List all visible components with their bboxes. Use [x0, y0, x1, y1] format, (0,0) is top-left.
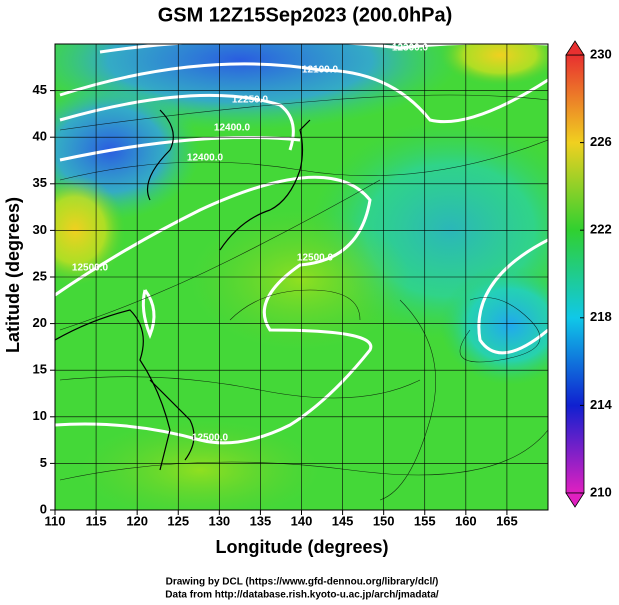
- colorbar-tick-label: 222: [590, 222, 612, 237]
- y-tick-label: 5: [40, 455, 47, 470]
- colorbar-extend-top: [565, 40, 585, 56]
- y-tick-label: 10: [33, 408, 47, 423]
- x-tick-label: 145: [332, 513, 354, 528]
- x-tick-label: 120: [126, 513, 148, 528]
- y-tick-label: 30: [33, 222, 47, 237]
- y-tick-label: 40: [33, 129, 47, 144]
- y-tick-label: 45: [33, 82, 47, 97]
- y-tick-label: 20: [33, 315, 47, 330]
- y-axis-label: Latitude (degrees): [3, 197, 23, 353]
- contour-label: 12250.0: [232, 95, 269, 106]
- contour-label: 12400.0: [187, 153, 224, 164]
- contour-label: 12500.0: [297, 253, 334, 264]
- contour-label: 12300.0: [392, 43, 429, 54]
- x-tick-label: 160: [455, 513, 477, 528]
- x-axis-label: Longitude (degrees): [215, 537, 388, 557]
- colorbar-tick-label: 218: [590, 309, 612, 324]
- x-tick-label: 140: [291, 513, 313, 528]
- title: GSM 12Z15Sep2023 (200.0hPa): [158, 4, 453, 26]
- x-tick-label: 125: [167, 513, 189, 528]
- contour-label: 12400.0: [214, 123, 251, 134]
- colorbar-tick-label: 214: [590, 397, 612, 412]
- credit: Drawing by DCL (https://www.gfd-dennou.o…: [166, 577, 439, 588]
- colorbar-tick-label: 226: [590, 134, 612, 149]
- x-tick-label: 135: [250, 513, 272, 528]
- x-tick-label: 165: [496, 513, 518, 528]
- contour-label: 12100.0: [302, 65, 339, 76]
- credit: Data from http://database.rish.kyoto-u.a…: [165, 590, 439, 601]
- contour-label: 12500.0: [72, 263, 109, 274]
- y-tick-label: 0: [40, 501, 47, 516]
- contour-label: 12500.0: [192, 433, 229, 444]
- colorbar: [565, 54, 585, 494]
- colorbar-tick-label: 210: [590, 484, 612, 499]
- colorbar-tick-label: 230: [590, 46, 612, 61]
- x-tick-label: 130: [208, 513, 230, 528]
- colorbar-extend-bottom: [565, 492, 585, 508]
- x-tick-label: 115: [86, 513, 107, 528]
- x-tick-label: 110: [45, 513, 66, 528]
- x-tick-label: 155: [414, 513, 436, 528]
- y-tick-label: 15: [33, 362, 47, 377]
- y-tick-label: 35: [33, 175, 47, 190]
- x-tick-label: 150: [373, 513, 395, 528]
- y-tick-label: 25: [33, 268, 47, 283]
